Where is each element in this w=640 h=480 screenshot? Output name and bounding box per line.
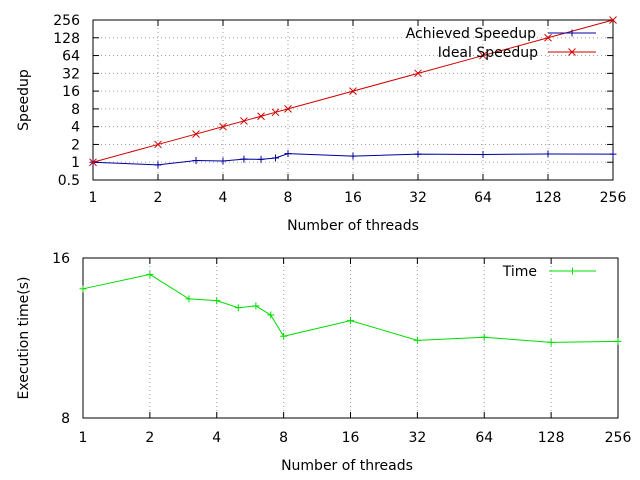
x-tick-label: 16	[344, 190, 362, 206]
time-point	[234, 304, 242, 312]
time-point	[614, 337, 622, 345]
time-point	[280, 332, 288, 340]
x-tick-label: 8	[279, 430, 288, 446]
time-point	[347, 317, 354, 325]
x-tick-label: 128	[538, 430, 565, 446]
time-point	[146, 270, 154, 278]
time-point	[267, 311, 275, 319]
ideal-speedup-point	[240, 117, 248, 125]
legend-label-achieved: Achieved Speedup	[406, 26, 536, 42]
ideal-speedup-point	[609, 16, 617, 24]
speedup-series	[89, 16, 617, 169]
achieved-speedup-point	[284, 150, 292, 158]
ideal-speedup-point	[349, 87, 357, 95]
legend-label-time: Time	[502, 264, 537, 280]
achieved-speedup-point	[271, 154, 279, 162]
x-tick-label: 16	[342, 430, 360, 446]
time-point	[480, 333, 488, 341]
x-tick-label: 128	[535, 190, 562, 206]
x-tick-label: 2	[145, 430, 154, 446]
achieved-speedup-point	[349, 152, 357, 160]
y-tick-label: 8	[71, 102, 80, 118]
x-tick-label: 2	[154, 190, 163, 206]
y-tick-label: 64	[62, 49, 80, 65]
ideal-speedup-point	[414, 69, 422, 78]
time-x-axis-label: Number of threads	[281, 458, 413, 474]
ideal-speedup-legend-marker	[568, 48, 576, 56]
ideal-speedup-point	[544, 33, 552, 42]
achieved-speedup-point	[240, 155, 248, 163]
achieved-speedup-point	[544, 150, 552, 158]
time-legend-marker	[569, 267, 576, 275]
x-tick-label: 64	[475, 430, 493, 446]
time-point	[413, 336, 421, 344]
speedup-legend: Achieved Speedup Ideal Speedup	[406, 26, 596, 61]
achieved-speedup-point	[609, 150, 617, 158]
time-legend: Time	[502, 264, 596, 280]
time-point	[185, 295, 193, 303]
y-tick-label: 8	[61, 411, 70, 427]
achieved-speedup-legend-marker	[568, 29, 576, 37]
ideal-speedup-point	[89, 158, 97, 167]
y-tick-label: 128	[53, 31, 80, 47]
y-tick-label: 16	[62, 84, 80, 100]
y-tick-label: 2	[71, 137, 80, 153]
x-tick-label: 256	[600, 190, 627, 206]
execution-time-chart: 1 2 4 8 16 32 64 128 256 8 16 Number of threads E…	[16, 251, 631, 474]
ideal-speedup-point	[284, 105, 292, 113]
y-tick-label: 16	[52, 251, 70, 267]
achieved-speedup-point	[154, 161, 162, 169]
ideal-speedup-point	[257, 112, 265, 121]
time-point	[79, 285, 87, 293]
x-tick-label: 1	[79, 430, 88, 446]
time-y-axis-label: Execution time(s)	[16, 277, 32, 400]
x-tick-label: 256	[605, 430, 632, 446]
y-tick-label: 4	[71, 120, 80, 136]
achieved-speedup-point	[414, 150, 422, 158]
ideal-speedup-point	[154, 140, 162, 149]
y-tick-label: 0.5	[58, 173, 80, 189]
achieved-speedup-point	[257, 155, 265, 163]
ideal-speedup-point	[192, 130, 200, 138]
x-tick-label: 64	[474, 190, 492, 206]
x-tick-label: 4	[219, 190, 228, 206]
x-tick-label: 8	[284, 190, 293, 206]
achieved-speedup-point	[479, 151, 487, 159]
achieved-speedup-point	[192, 156, 200, 164]
speedup-x-ticks: 1 2 4 8 16 32 64 128 256	[89, 20, 627, 206]
time-point	[547, 338, 555, 346]
ideal-speedup-point	[271, 108, 280, 117]
x-tick-label: 4	[212, 430, 221, 446]
time-point	[213, 297, 221, 305]
achieved-speedup-point	[219, 157, 227, 165]
y-tick-label: 256	[53, 13, 80, 29]
legend-label-ideal: Ideal Speedup	[438, 45, 538, 61]
y-tick-label: 1	[71, 155, 80, 171]
ideal-speedup-point	[479, 51, 487, 60]
x-tick-label: 1	[89, 190, 98, 206]
y-tick-label: 32	[62, 66, 80, 82]
ideal-speedup-point	[219, 122, 227, 131]
speedup-x-axis-label: Number of threads	[287, 218, 419, 234]
speedup-y-axis-label: Speedup	[16, 69, 32, 131]
time-series	[79, 270, 622, 346]
time-x-ticks: 1 2 4 8 16 32 64 128 256	[79, 258, 632, 446]
x-tick-label: 32	[408, 430, 426, 446]
time-y-ticks: 8 16	[52, 251, 618, 427]
x-tick-label: 32	[409, 190, 427, 206]
time-point	[252, 302, 260, 310]
